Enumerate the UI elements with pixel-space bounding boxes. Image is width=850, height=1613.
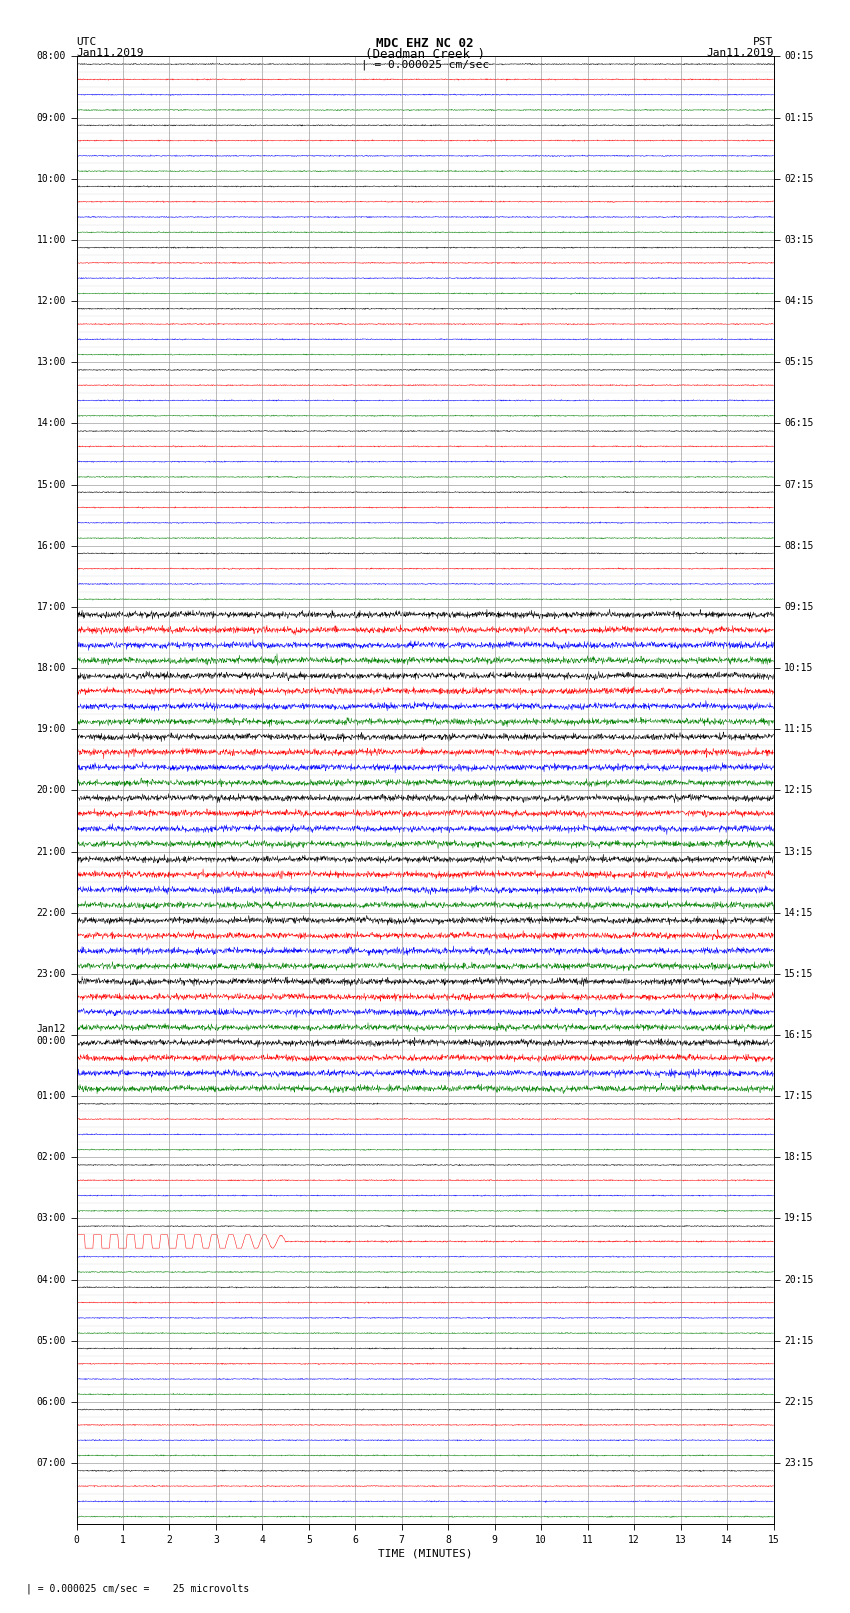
- Text: UTC: UTC: [76, 37, 97, 47]
- Text: PST: PST: [753, 37, 774, 47]
- Text: MDC EHZ NC 02: MDC EHZ NC 02: [377, 37, 473, 50]
- Text: | = 0.000025 cm/sec: | = 0.000025 cm/sec: [361, 60, 489, 71]
- X-axis label: TIME (MINUTES): TIME (MINUTES): [377, 1548, 473, 1558]
- Text: Jan11,2019: Jan11,2019: [76, 48, 144, 58]
- Text: Jan11,2019: Jan11,2019: [706, 48, 774, 58]
- Text: (Deadman Creek ): (Deadman Creek ): [365, 48, 485, 61]
- Text: | = 0.000025 cm/sec =    25 microvolts: | = 0.000025 cm/sec = 25 microvolts: [26, 1582, 249, 1594]
